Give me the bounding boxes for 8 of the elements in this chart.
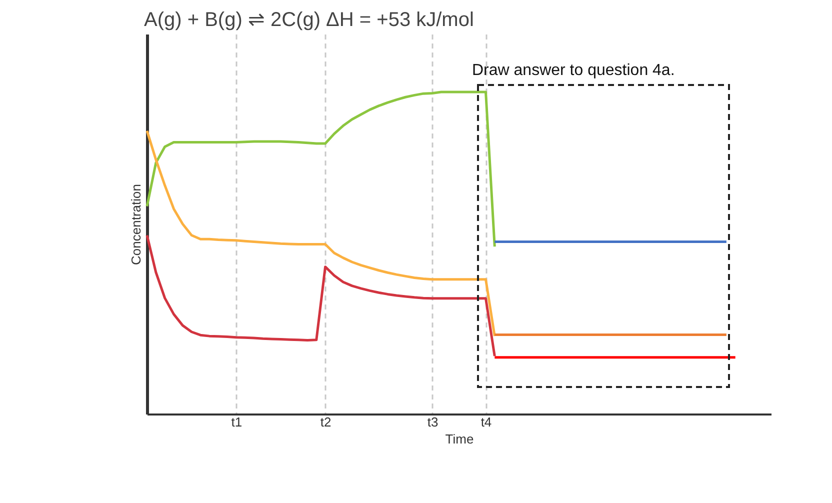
x-tick-label: t4 [480, 414, 492, 430]
x-tick-label: t3 [427, 414, 438, 430]
x-tick-label: t2 [320, 414, 332, 430]
chart-title: A(g) + B(g) ⇌ 2C(g) ΔH = +53 kJ/mol [144, 9, 474, 31]
x-tick-label: t1 [231, 414, 242, 430]
y-axis-title: Concentration [128, 184, 144, 265]
x-axis-title: Time [445, 432, 474, 446]
text: Draw answer to question 4a. [472, 62, 675, 79]
